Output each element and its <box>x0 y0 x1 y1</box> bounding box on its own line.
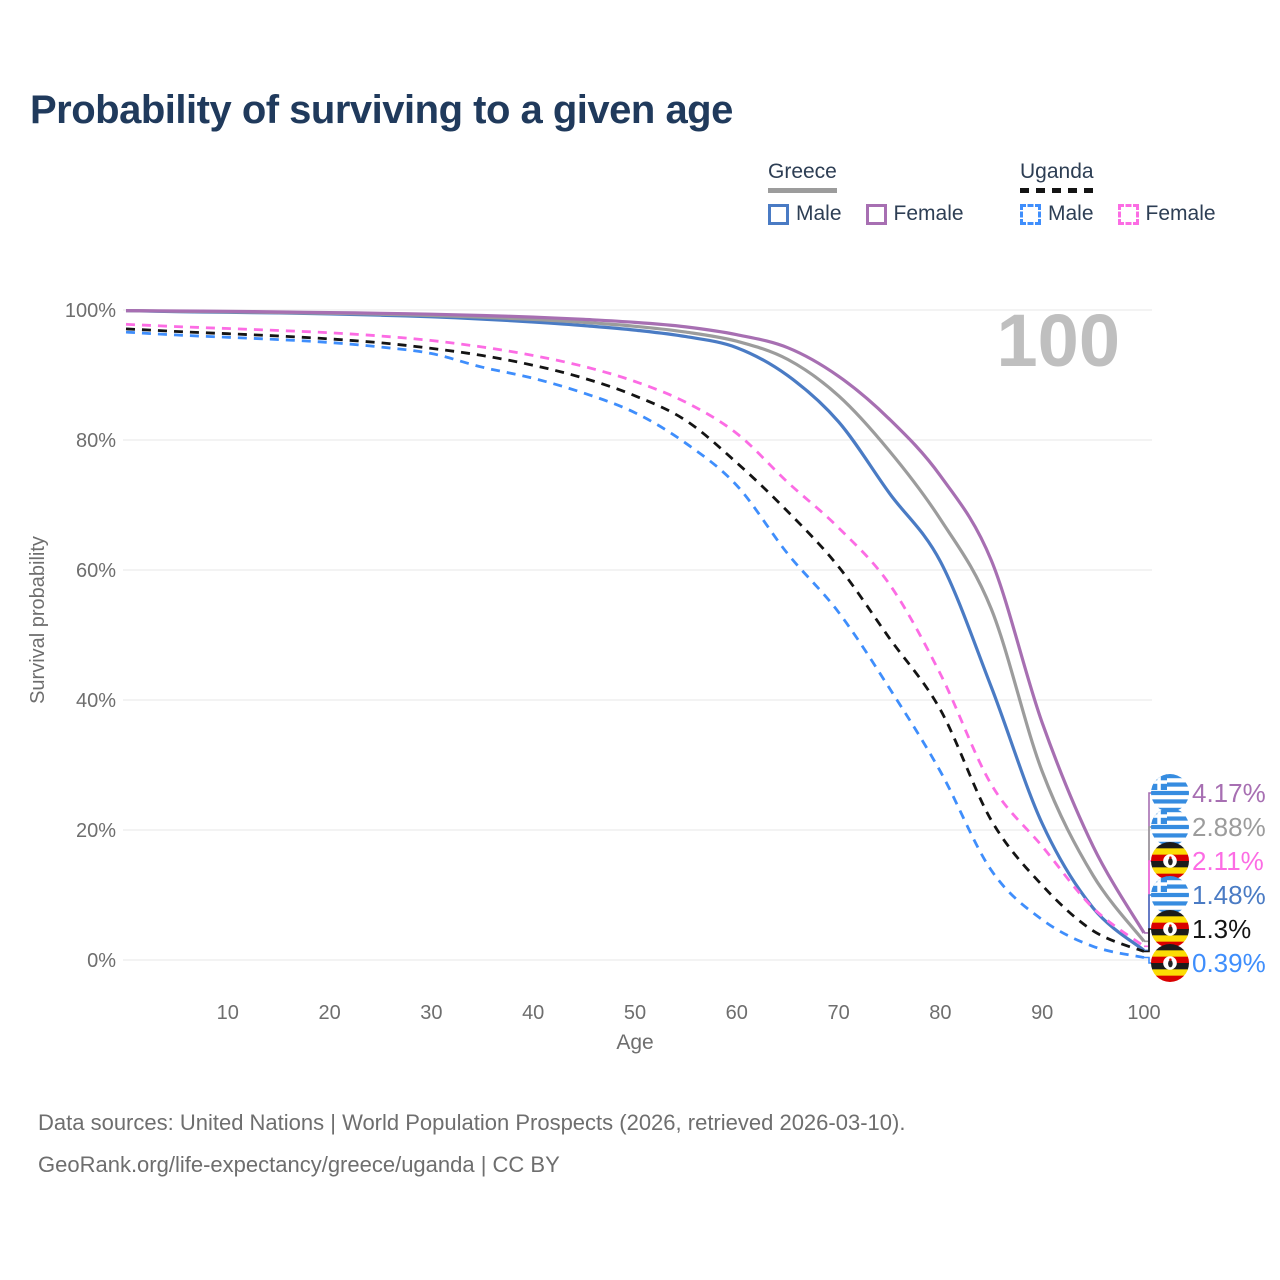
y-axis-label: Survival probability <box>27 536 49 704</box>
end-label-uganda-female[interactable]: 2.11% <box>1151 842 1264 880</box>
legend-country-uganda-label: Uganda <box>1020 160 1094 183</box>
end-label-value: 4.17% <box>1192 778 1266 808</box>
legend-combined-swatch-uganda <box>1020 188 1094 193</box>
legend-item-greece-male[interactable]: Male <box>768 202 842 226</box>
legend-swatch-uganda-male <box>1020 203 1041 225</box>
curve-uganda-male[interactable] <box>125 330 1145 959</box>
legend-item-uganda-female[interactable]: Female <box>1117 202 1216 226</box>
legend-country-uganda[interactable]: Uganda <box>1020 160 1094 193</box>
label-connector-uganda-male <box>1144 956 1152 964</box>
y-tick-40: 40% <box>76 690 116 712</box>
end-label-value: 2.88% <box>1192 812 1266 842</box>
label-connector-greece-male <box>1144 894 1152 952</box>
end-label-greece-male[interactable]: 1.48% <box>1151 876 1266 914</box>
legend-swatch-greece-female <box>865 203 887 225</box>
end-label-value: 1.48% <box>1192 880 1266 910</box>
curve-greece-female[interactable] <box>125 309 1146 934</box>
end-label-greece-female[interactable]: 4.17% <box>1151 774 1266 812</box>
label-connector-greece-both-sexes <box>1144 826 1152 943</box>
label-connector-uganda-both-sexes <box>1144 928 1152 953</box>
y-tick-60: 60% <box>76 560 116 582</box>
footer-attribution: GeoRank.org/life-expectancy/greece/ugand… <box>38 1152 560 1177</box>
legend-group-uganda: Uganda Male Female <box>1020 160 1216 226</box>
x-tick-90: 90 <box>1031 1002 1053 1024</box>
flag-uganda <box>1151 910 1189 948</box>
curve-greece-male[interactable] <box>125 309 1146 952</box>
legend-country-greece[interactable]: Greece <box>768 160 837 193</box>
age-counter-watermark: 100 <box>997 299 1120 382</box>
x-tick-60: 60 <box>726 1002 748 1024</box>
x-tick-10: 10 <box>217 1002 239 1024</box>
y-tick-80: 80% <box>76 430 116 452</box>
legend-swatch-greece-male <box>768 203 789 225</box>
x-tick-20: 20 <box>318 1002 340 1024</box>
legend-item-uganda-male[interactable]: Male <box>1020 202 1094 226</box>
y-tick-100: 100% <box>65 300 116 322</box>
end-label-value: 0.39% <box>1192 948 1266 978</box>
x-axis-label: Age <box>616 1031 653 1054</box>
footer-sources: Data sources: United Nations | World Pop… <box>38 1110 906 1135</box>
flag-uganda <box>1151 842 1189 880</box>
legend-label-uganda-male: Male <box>1048 202 1094 225</box>
legend-combined-swatch-greece <box>768 188 837 193</box>
label-connector-greece-female <box>1144 792 1152 934</box>
legend-country-greece-label: Greece <box>768 160 837 183</box>
flag-greece <box>1151 876 1189 914</box>
legend-item-greece-female[interactable]: Female <box>865 202 964 226</box>
y-tick-20: 20% <box>76 820 116 842</box>
footer: Data sources: United Nations | World Pop… <box>38 1102 905 1186</box>
legend-label-greece-male: Male <box>796 202 842 225</box>
x-tick-40: 40 <box>522 1002 544 1024</box>
legend-swatch-uganda-female <box>1117 203 1139 225</box>
end-label-uganda-male[interactable]: 0.39% <box>1151 944 1266 982</box>
x-tick-50: 50 <box>624 1002 646 1024</box>
legend-label-uganda-female: Female <box>1145 202 1216 225</box>
curve-uganda-both-sexes[interactable] <box>125 327 1145 953</box>
y-tick-0: 0% <box>87 950 116 972</box>
x-tick-30: 30 <box>420 1002 442 1024</box>
curve-greece-both-sexes[interactable] <box>125 309 1146 943</box>
flag-greece <box>1151 774 1189 812</box>
x-tick-80: 80 <box>929 1002 951 1024</box>
end-label-value: 2.11% <box>1192 846 1264 876</box>
end-label-uganda-both-sexes[interactable]: 1.3% <box>1151 910 1251 948</box>
page-title: Probability of surviving to a given age <box>30 88 733 132</box>
legend-label-greece-female: Female <box>893 202 964 225</box>
flag-uganda <box>1151 944 1189 982</box>
curve-uganda-female[interactable] <box>125 322 1145 948</box>
legend-group-greece: Greece Male Female <box>768 160 964 226</box>
x-tick-100: 100 <box>1127 1002 1160 1024</box>
end-label-value: 1.3% <box>1192 914 1251 944</box>
chart-legend: Greece Male Female Uganda Male <box>0 160 1280 250</box>
x-tick-70: 70 <box>827 1002 849 1024</box>
flag-greece <box>1151 808 1189 846</box>
end-label-greece-both-sexes[interactable]: 2.88% <box>1151 808 1266 846</box>
